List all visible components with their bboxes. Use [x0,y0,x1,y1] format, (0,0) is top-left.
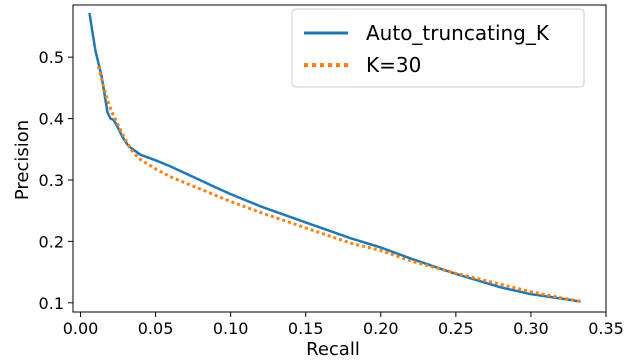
x-tick-label: 0.00 [63,319,99,338]
y-tick-label: 0.5 [39,48,64,67]
y-tick-label: 0.2 [39,232,64,251]
legend-label-k30: K=30 [366,53,421,77]
plot-area-frame [72,4,607,313]
y-tick-label: 0.4 [39,110,64,129]
legend-box [291,8,585,88]
y-tick-label: 0.1 [39,294,64,313]
series-layer [88,12,583,304]
y-axis-ticks: 0.1 0.2 0.3 0.4 0.5 [39,48,73,313]
x-axis-title: Recall [306,339,360,360]
legend-label-auto-truncating-k: Auto_truncating_K [366,21,550,45]
y-axis-title: Precision [12,120,33,200]
x-tick-label: 0.25 [438,319,474,338]
x-tick-label: 0.35 [588,319,624,338]
x-tick-label: 0.20 [363,319,399,338]
series-line-k30 [97,66,583,304]
x-tick-label: 0.10 [213,319,249,338]
y-tick-label: 0.3 [39,171,64,190]
x-tick-label: 0.15 [288,319,324,338]
x-tick-label: 0.05 [138,319,174,338]
legend: Auto_truncating_K K=30 [291,8,585,88]
x-axis-ticks: 0.00 0.05 0.10 0.15 0.20 0.25 0.30 0.35 [63,312,624,338]
x-tick-label: 0.30 [513,319,549,338]
